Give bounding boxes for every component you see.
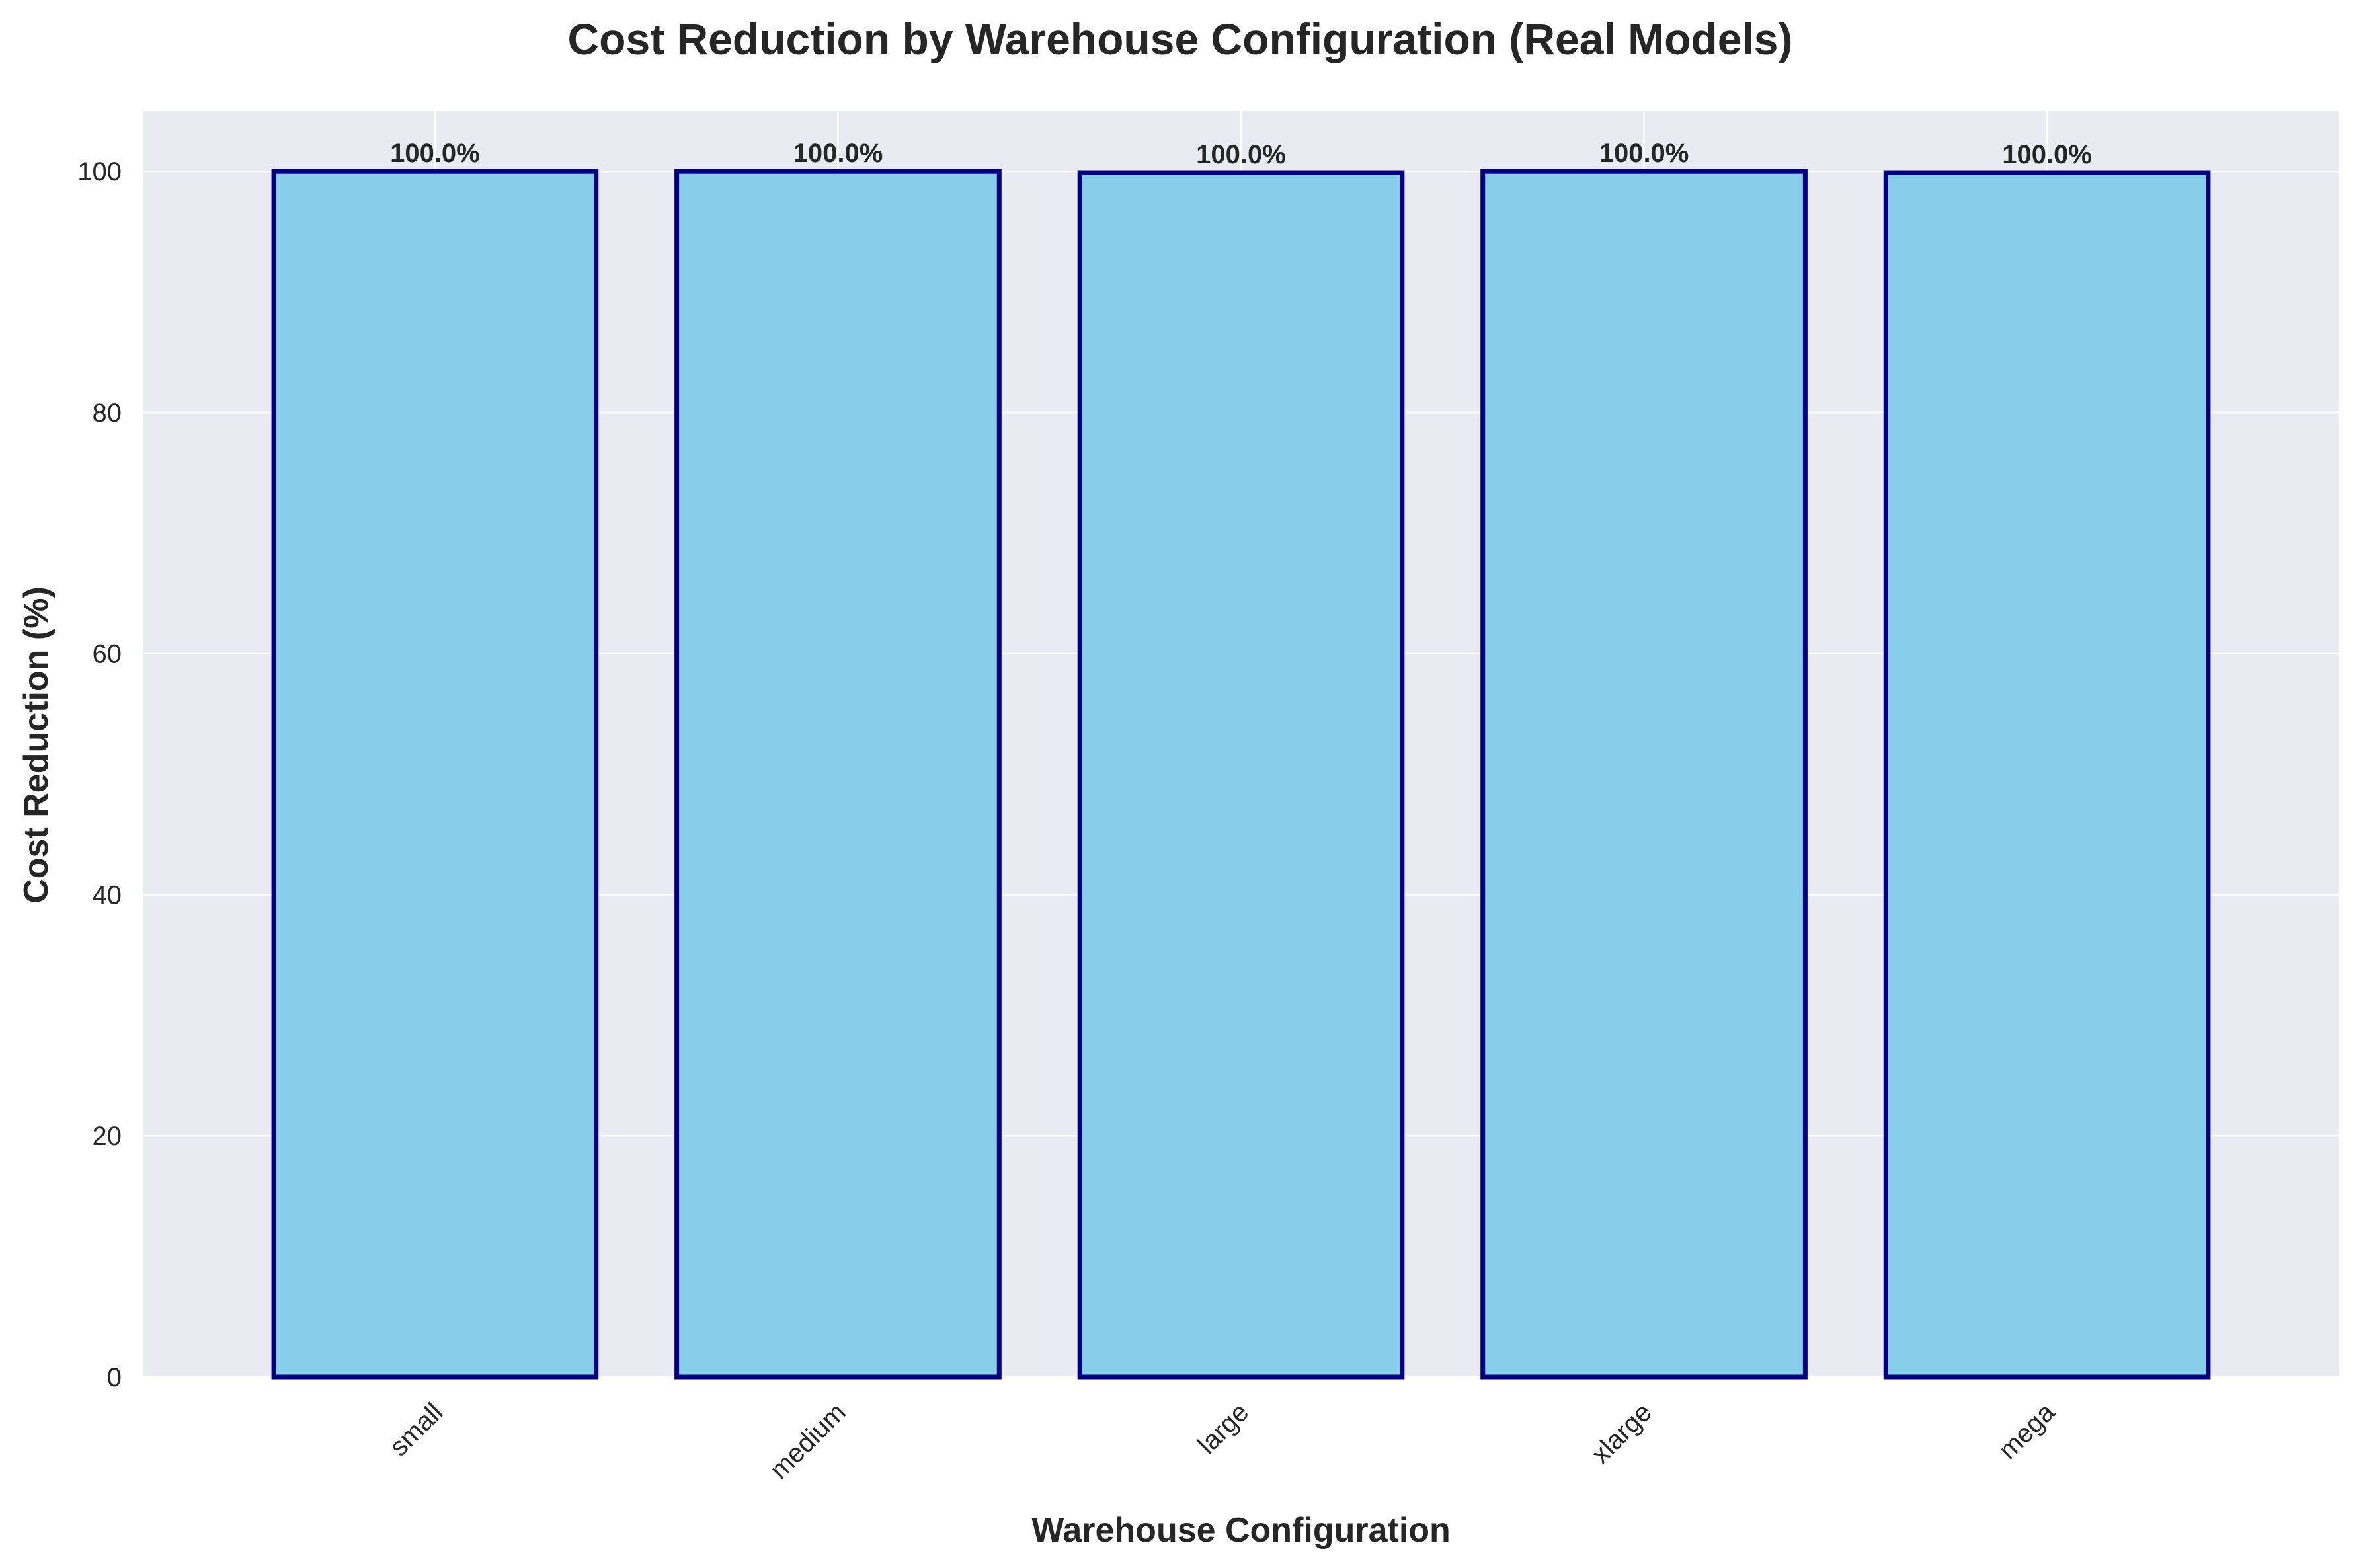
y-axis-ticks: 0 20 40 60 80 100 [77,157,122,1392]
bar-medium [674,169,1002,1380]
bars: 100.0% 100.0% 100.0% 100.0% 100.0% [271,139,2211,1380]
y-tick-label: 0 [107,1363,122,1392]
bar-xlarge [1480,169,1808,1380]
y-axis-label: Cost Reduction (%) [17,586,56,904]
y-tick-label: 80 [93,399,122,428]
y-tick-label: 60 [93,640,122,669]
x-tick-label-mega: mega [1993,1397,2061,1465]
x-tick-label-small: small [384,1397,448,1462]
data-label-mega: 100.0% [2002,140,2092,169]
x-tick-label-medium: medium [764,1397,852,1485]
data-label-medium: 100.0% [793,139,883,168]
x-tick-label-large: large [1192,1397,1254,1460]
data-label-xlarge: 100.0% [1599,139,1689,168]
chart-title: Cost Reduction by Warehouse Configuratio… [568,15,1793,63]
x-axis-ticks: small medium large xlarge mega [384,1397,2061,1485]
bar-small [271,169,599,1380]
y-tick-label: 100 [77,157,122,186]
x-tick-label-xlarge: xlarge [1586,1397,1658,1469]
bar-mega [1883,170,2211,1380]
bar-large [1077,170,1405,1380]
x-axis-label: Warehouse Configuration [1031,1511,1451,1549]
data-label-small: 100.0% [390,139,480,168]
data-label-large: 100.0% [1196,140,1286,169]
y-tick-label: 20 [93,1122,122,1151]
y-tick-label: 40 [93,881,122,910]
